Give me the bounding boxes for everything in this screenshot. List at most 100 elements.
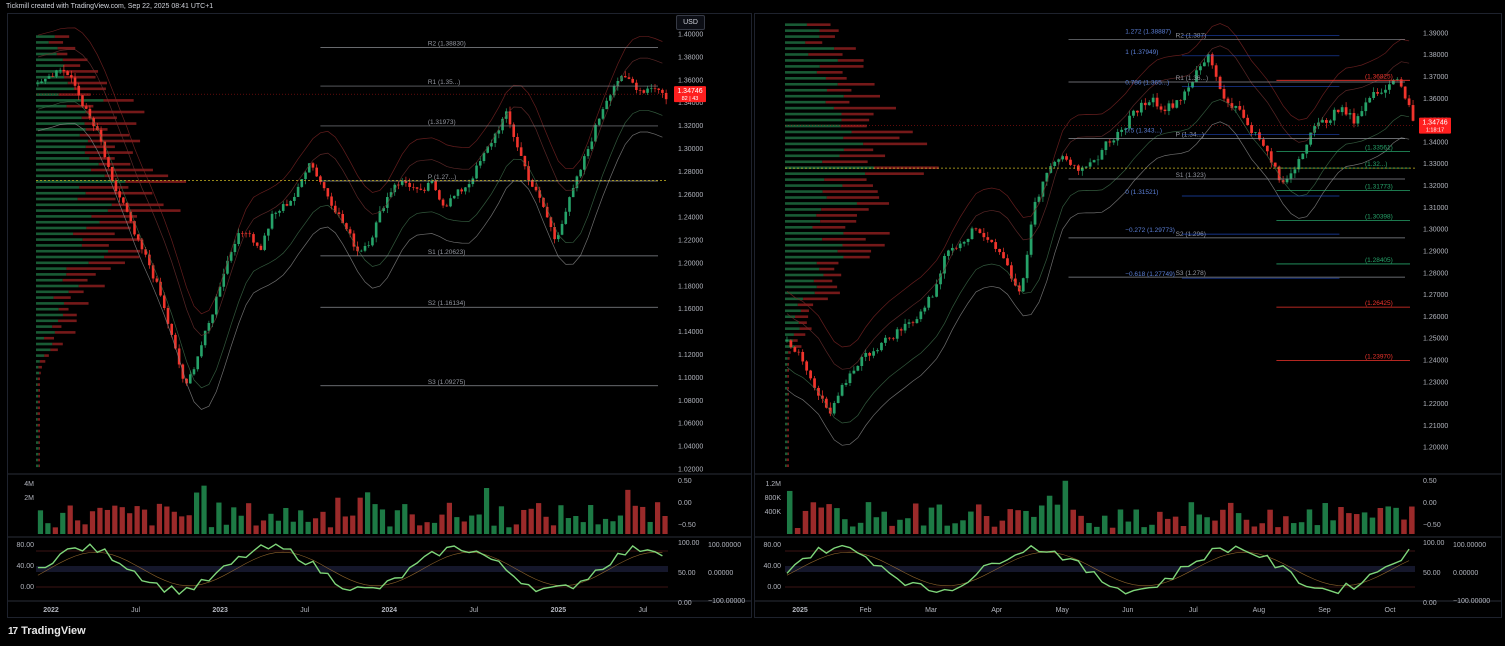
candle-body bbox=[248, 233, 252, 235]
volume-right-label: 0.50 bbox=[1423, 478, 1437, 485]
price-axis-label: 1.21000 bbox=[1423, 423, 1448, 430]
candle-body bbox=[789, 340, 793, 348]
volume-profile-bar-up bbox=[36, 133, 80, 137]
pivot-label: P (1.34...) bbox=[1176, 132, 1204, 139]
candle-body bbox=[1029, 224, 1033, 255]
candle-body bbox=[408, 182, 411, 187]
volume-profile-bar-down bbox=[787, 357, 790, 360]
tradingview-brand[interactable]: 17 TradingView bbox=[8, 625, 86, 637]
volume-profile-bar-down bbox=[787, 380, 789, 384]
candle-body bbox=[307, 163, 311, 173]
volume-profile-bar-up bbox=[36, 284, 79, 288]
volume-profile-bar-down bbox=[107, 209, 181, 212]
oscillator-axis-label: 40.00 bbox=[16, 563, 34, 570]
volume-bar bbox=[82, 524, 88, 534]
candle-body bbox=[962, 241, 966, 244]
volume-right-label: −0.50 bbox=[678, 522, 696, 529]
right-chart-svg[interactable]: 1.390001.380001.370001.360001.350001.340… bbox=[755, 14, 1501, 617]
volume-axis-label: 1.2M bbox=[765, 481, 781, 488]
candle-body bbox=[207, 323, 211, 331]
volume-profile-bar-up bbox=[785, 226, 813, 229]
volume-profile-bar-up bbox=[785, 136, 844, 140]
volume-profile-bar-down bbox=[58, 319, 77, 323]
pivot-label: R1 (1.35...) bbox=[428, 79, 461, 86]
volume-profile-bar-up bbox=[785, 428, 787, 432]
volume-bar bbox=[141, 509, 148, 534]
candle-body bbox=[801, 351, 805, 362]
volume-bar bbox=[365, 492, 371, 534]
chart-panel-right[interactable]: 1.390001.380001.370001.360001.350001.340… bbox=[754, 13, 1502, 618]
price-axis-label: 1.27000 bbox=[1423, 292, 1448, 299]
volume-profile-bar-up bbox=[785, 458, 787, 462]
volume-profile-bar-up bbox=[36, 35, 55, 38]
candle-body bbox=[255, 242, 259, 246]
candle-body bbox=[289, 200, 292, 206]
candle-body bbox=[590, 141, 594, 150]
volume-profile-bar-up bbox=[36, 302, 64, 305]
tradingview-brand-label: TradingView bbox=[21, 625, 86, 637]
candle-body bbox=[1344, 107, 1348, 115]
candle-body bbox=[1313, 126, 1316, 133]
fib-label: −0.272 (1.29773) bbox=[1125, 227, 1175, 234]
volume-profile-bar-down bbox=[38, 365, 42, 369]
volume-bar bbox=[417, 525, 423, 534]
volume-bar bbox=[1283, 516, 1289, 534]
currency-button[interactable]: USD bbox=[676, 15, 705, 30]
left-chart-svg[interactable]: 1.40000 1.38000 1.36000 1.34000 1.32000 1.300… bbox=[8, 14, 751, 617]
volume-profile-bar-down bbox=[800, 309, 809, 313]
volume-bar bbox=[491, 525, 497, 534]
price-axis-label: 1.22000 bbox=[1423, 401, 1448, 408]
candle-body bbox=[1128, 115, 1131, 129]
volume-profile-bar-up bbox=[785, 190, 823, 193]
candle-body bbox=[844, 383, 848, 385]
candle-body bbox=[151, 265, 155, 279]
volume-profile-bar-down bbox=[798, 321, 807, 324]
volume-profile-bar-up bbox=[785, 452, 788, 456]
price-axis-label: 1.32000 bbox=[678, 123, 703, 130]
chart-panel-left[interactable]: USD 1.40000 1.38000 1.36000 1.34000 1.32000 1… bbox=[7, 13, 752, 618]
candle-body bbox=[404, 180, 408, 183]
volume-bar bbox=[1157, 511, 1163, 534]
oscillator-right-label: 0.00 bbox=[1423, 600, 1437, 607]
volume-profile-bar-up bbox=[785, 237, 823, 241]
volume-profile-bar-down bbox=[73, 232, 115, 236]
volume-bar bbox=[1070, 509, 1076, 534]
candle-body bbox=[110, 166, 114, 181]
volume-bar bbox=[1078, 515, 1084, 534]
candle-body bbox=[785, 340, 789, 342]
volume-bar bbox=[654, 502, 661, 534]
volume-profile-bar-up bbox=[36, 354, 45, 357]
last-price-label: 1.34746 bbox=[1422, 120, 1447, 127]
volume-profile-bar-up bbox=[36, 331, 55, 334]
candle-body bbox=[1210, 54, 1214, 66]
level-label: (1.33561) bbox=[1365, 145, 1393, 152]
candle-body bbox=[203, 330, 207, 346]
price-axis-label: 1.06000 bbox=[678, 421, 703, 428]
candle-body bbox=[664, 92, 668, 100]
candle-body bbox=[1033, 201, 1037, 225]
volume-profile-bar-up bbox=[785, 249, 838, 253]
candle-body bbox=[1328, 120, 1332, 123]
volume-bar bbox=[1023, 510, 1029, 534]
volume-profile-bar-down bbox=[62, 58, 88, 62]
pivot-label: S2 (1.16134) bbox=[428, 300, 466, 307]
volume-profile-bar-up bbox=[785, 255, 844, 259]
time-axis-label: 2025 bbox=[792, 607, 808, 614]
volume-profile-bar-up bbox=[785, 303, 798, 307]
candle-body bbox=[267, 228, 270, 236]
volume-profile-bar-up bbox=[36, 58, 63, 62]
volume-bar bbox=[849, 526, 856, 534]
volume-profile-bar-up bbox=[785, 446, 788, 450]
candle-body bbox=[356, 246, 359, 252]
candle-body bbox=[970, 228, 974, 239]
volume-bar bbox=[1180, 526, 1187, 534]
candle-body bbox=[531, 180, 534, 187]
candle-body bbox=[1037, 196, 1041, 202]
candle-body bbox=[162, 295, 166, 309]
candle-body bbox=[129, 211, 133, 222]
candle-body bbox=[174, 334, 177, 349]
candle-body bbox=[568, 197, 571, 212]
pivot-label: R2 (1.387) bbox=[1176, 32, 1207, 39]
candle-body bbox=[1285, 178, 1289, 183]
candle-body bbox=[185, 378, 188, 384]
